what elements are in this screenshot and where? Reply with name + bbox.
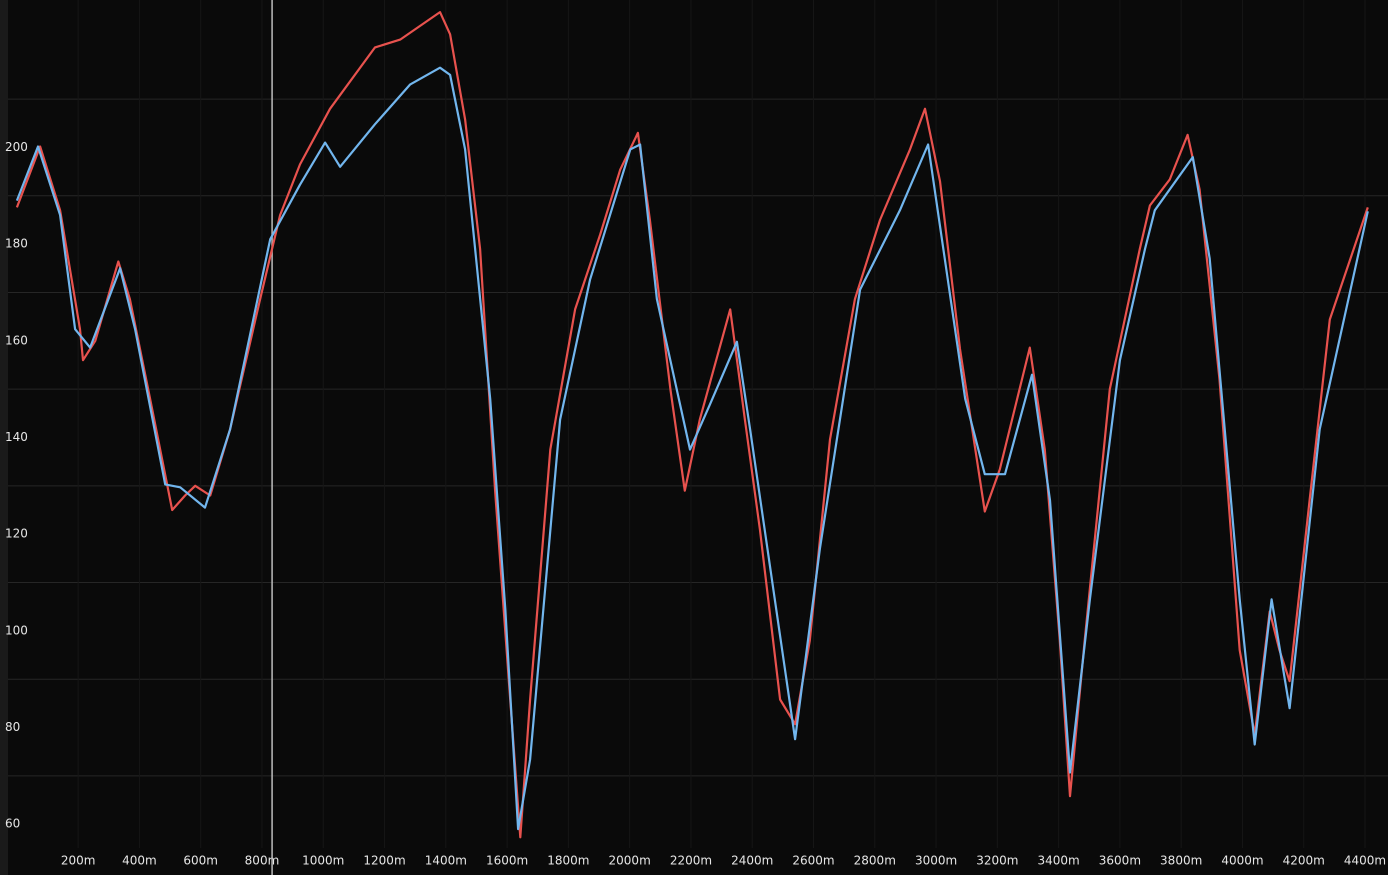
x-tick-label: 2800m — [854, 854, 896, 868]
y-tick-label: 200 — [5, 140, 28, 154]
x-tick-label: 600m — [183, 854, 218, 868]
x-tick-label: 2200m — [670, 854, 712, 868]
x-tick-label: 3000m — [915, 854, 957, 868]
x-tick-label: 3800m — [1160, 854, 1202, 868]
x-tick-label: 2400m — [731, 854, 773, 868]
x-tick-label: 400m — [122, 854, 157, 868]
y-tick-label: 160 — [5, 333, 28, 347]
x-tick-label: 4400m — [1344, 854, 1386, 868]
x-tick-label: 1200m — [363, 854, 405, 868]
x-tick-label: 4000m — [1221, 854, 1263, 868]
y-tick-label: 120 — [5, 527, 28, 541]
x-tick-label: 1800m — [547, 854, 589, 868]
x-tick-label: 1600m — [486, 854, 528, 868]
x-tick-label: 800m — [245, 854, 280, 868]
series-line — [15, 11, 1369, 839]
x-tick-label: 200m — [61, 854, 96, 868]
side-strip — [0, 0, 8, 875]
x-tick-label: 2600m — [792, 854, 834, 868]
y-tick-label: 60 — [5, 817, 20, 831]
x-tick-label: 3600m — [1099, 854, 1141, 868]
x-tick-label: 3400m — [1038, 854, 1080, 868]
x-tick-label: 1400m — [425, 854, 467, 868]
x-tick-label: 3200m — [976, 854, 1018, 868]
x-tick-label: 4200m — [1283, 854, 1325, 868]
x-tick-label: 2000m — [609, 854, 651, 868]
y-tick-label: 80 — [5, 720, 20, 734]
x-tick-label: 1000m — [302, 854, 344, 868]
y-tick-label: 140 — [5, 430, 28, 444]
series-line — [15, 66, 1369, 831]
y-tick-label: 100 — [5, 623, 28, 637]
y-tick-label: 180 — [5, 237, 28, 251]
